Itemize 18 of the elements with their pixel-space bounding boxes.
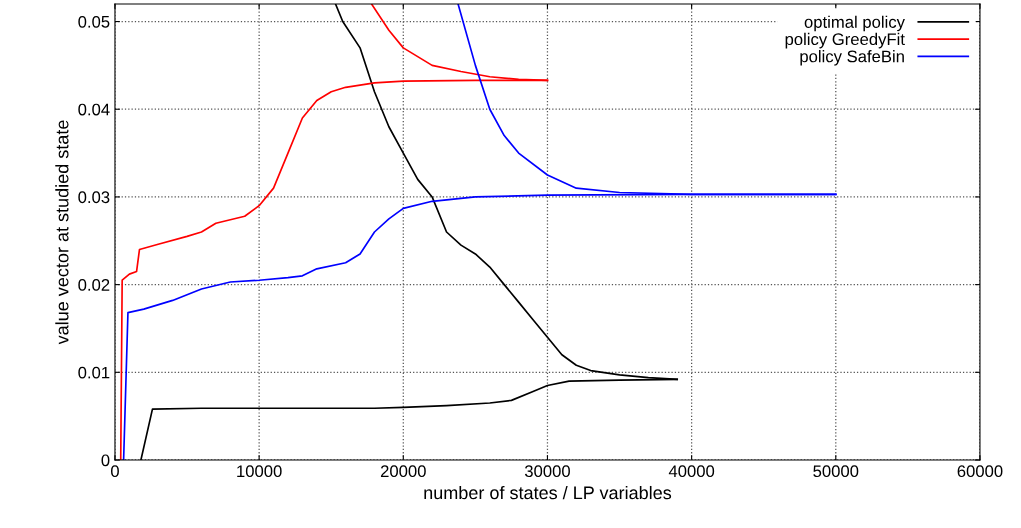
y-tick-label: 0.05 bbox=[78, 15, 110, 28]
x-tick-label: 60000 bbox=[957, 465, 1003, 478]
x-axis-title: number of states / LP variables bbox=[424, 485, 672, 500]
y-tick-label: 0.01 bbox=[78, 366, 110, 379]
y-tick-label: 0 bbox=[101, 454, 110, 467]
x-tick-label: 0 bbox=[110, 465, 119, 478]
x-tick-label: 40000 bbox=[668, 465, 715, 478]
y-tick-label: 0.02 bbox=[78, 279, 110, 291]
legend-label: policy GreedyFit bbox=[785, 32, 905, 49]
y-tick-label: 0.04 bbox=[78, 103, 110, 116]
x-tick-label: 50000 bbox=[813, 465, 859, 478]
x-tick-label: 30000 bbox=[524, 465, 570, 478]
y-axis-title: value vector at studied state bbox=[55, 120, 69, 345]
y-tick-label: 0.03 bbox=[78, 191, 110, 204]
x-tick-label: 10000 bbox=[237, 465, 282, 478]
legend-label: optimal policy bbox=[804, 15, 905, 32]
legend-label: policy SafeBin bbox=[800, 50, 904, 66]
x-tick-label: 20000 bbox=[380, 465, 426, 478]
